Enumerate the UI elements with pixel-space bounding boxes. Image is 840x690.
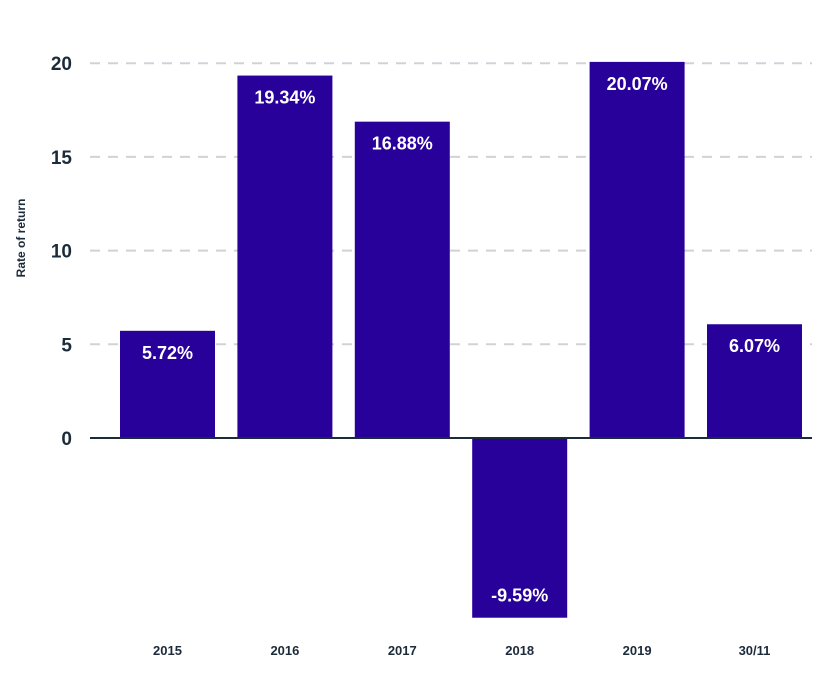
y-tick-label: 20 [51, 54, 72, 75]
data-label: -9.59% [491, 586, 548, 606]
data-label: 5.72% [142, 343, 193, 363]
x-tick-label: 2015 [153, 643, 182, 658]
bar-2018 [472, 438, 568, 618]
y-tick-label: 10 [51, 242, 72, 263]
data-label: 19.34% [254, 88, 315, 108]
x-tick-label: 30/11 [739, 643, 771, 658]
y-tick-label: 0 [61, 429, 72, 450]
data-label: 6.07% [729, 336, 780, 356]
bars [120, 61, 802, 618]
y-tick-label: 5 [61, 335, 72, 356]
y-tick-label: 15 [51, 148, 73, 169]
bar-2016 [237, 75, 333, 439]
x-tick-label: 2017 [388, 643, 417, 658]
bar-30/11 [707, 324, 802, 438]
bar-2015 [120, 330, 215, 438]
x-tick-label: 2018 [505, 643, 534, 658]
data-labels: 5.72% 19.34% 16.88% -9.59% 20.07% 6.07% [142, 74, 780, 606]
data-label: 20.07% [607, 74, 668, 94]
x-axis-ticks: 2015 2016 2017 2018 2019 30/11 [153, 643, 770, 658]
x-tick-label: 2016 [270, 643, 299, 658]
data-label: 16.88% [372, 134, 433, 154]
x-tick-label: 2019 [623, 643, 652, 658]
y-axis-title: Rate of return [14, 199, 28, 278]
gridlines [90, 62, 812, 346]
bar-2017 [354, 121, 450, 439]
y-axis-ticks: 0 5 10 15 20 [51, 54, 73, 450]
bar-2019 [589, 61, 685, 439]
